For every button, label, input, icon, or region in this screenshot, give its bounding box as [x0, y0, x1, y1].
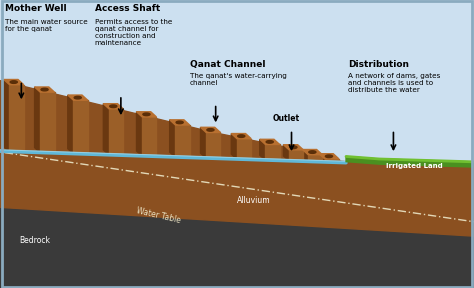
Text: Permits access to the
qanat channel for
construction and
maintenance: Permits access to the qanat channel for … — [95, 19, 172, 46]
Polygon shape — [319, 154, 325, 162]
Polygon shape — [302, 149, 308, 162]
Polygon shape — [308, 155, 322, 162]
Polygon shape — [170, 120, 190, 125]
Polygon shape — [206, 132, 220, 158]
Text: Mother Well: Mother Well — [5, 4, 66, 13]
Polygon shape — [319, 154, 339, 159]
Polygon shape — [283, 145, 289, 161]
Ellipse shape — [74, 96, 82, 99]
Ellipse shape — [207, 128, 214, 131]
Ellipse shape — [143, 113, 150, 116]
Ellipse shape — [325, 155, 332, 158]
Text: Bedrock: Bedrock — [19, 236, 50, 245]
Polygon shape — [260, 139, 265, 160]
Polygon shape — [237, 139, 251, 159]
Polygon shape — [137, 112, 156, 117]
Polygon shape — [35, 87, 40, 153]
Polygon shape — [73, 100, 88, 154]
Polygon shape — [103, 104, 123, 109]
Polygon shape — [302, 149, 322, 155]
Polygon shape — [260, 139, 280, 145]
Polygon shape — [175, 125, 190, 157]
Text: Alluvium: Alluvium — [237, 196, 271, 205]
Polygon shape — [142, 117, 156, 156]
Polygon shape — [4, 79, 24, 85]
Ellipse shape — [176, 121, 183, 124]
Ellipse shape — [309, 151, 316, 154]
Ellipse shape — [266, 141, 273, 143]
Polygon shape — [109, 109, 123, 155]
Text: Irrigated Land: Irrigated Land — [386, 163, 443, 169]
Polygon shape — [103, 104, 109, 155]
Polygon shape — [325, 159, 339, 162]
Polygon shape — [170, 120, 175, 157]
Polygon shape — [137, 112, 142, 156]
Polygon shape — [201, 127, 206, 158]
Text: Distribution: Distribution — [348, 60, 410, 69]
Polygon shape — [231, 134, 237, 159]
Polygon shape — [4, 79, 9, 152]
Polygon shape — [0, 81, 474, 236]
Text: Access Shaft: Access Shaft — [95, 4, 160, 13]
Polygon shape — [40, 92, 55, 153]
Polygon shape — [35, 87, 55, 92]
Text: Outlet: Outlet — [273, 114, 300, 123]
Text: The qanat's water-carrying
channel: The qanat's water-carrying channel — [190, 73, 286, 86]
Ellipse shape — [41, 88, 48, 91]
Polygon shape — [231, 134, 251, 139]
Polygon shape — [283, 145, 303, 150]
Polygon shape — [68, 95, 73, 154]
Ellipse shape — [10, 81, 18, 84]
Text: The main water source
for the qanat: The main water source for the qanat — [5, 19, 88, 32]
Text: A network of dams, gates
and channels is used to
distribute the water: A network of dams, gates and channels is… — [348, 73, 441, 93]
Text: Qanat Channel: Qanat Channel — [190, 60, 265, 69]
Polygon shape — [265, 145, 280, 160]
Polygon shape — [289, 150, 303, 161]
Polygon shape — [346, 156, 474, 167]
Polygon shape — [201, 127, 220, 132]
Text: Water Table: Water Table — [135, 206, 181, 225]
Ellipse shape — [237, 135, 245, 137]
Ellipse shape — [109, 105, 117, 107]
Polygon shape — [0, 207, 474, 288]
Ellipse shape — [290, 146, 297, 149]
Polygon shape — [9, 85, 24, 152]
Polygon shape — [68, 95, 88, 100]
